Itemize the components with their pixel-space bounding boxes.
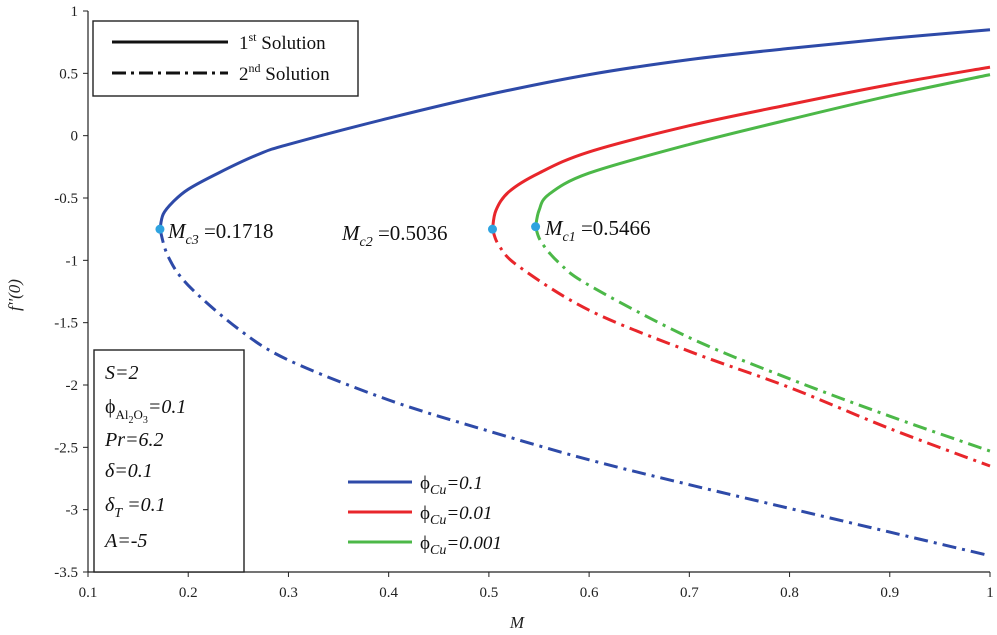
param-S: S=2 [105,362,139,384]
critical-point-2 [531,222,541,232]
critical-points [155,222,541,234]
param-deltaT: δT =0.1 [105,494,166,521]
critical-label-c1: Mc1 =0.5466 [544,216,651,245]
x-tick-label: 0.7 [680,585,699,601]
series-second-solution-0 [158,228,991,558]
legend-second-solution: 2nd Solution [239,61,330,85]
x-tick-label: 0.5 [480,585,499,601]
series-second-solution-1 [491,228,991,468]
param-A: A=-5 [103,530,147,552]
x-tick-label: 0.6 [580,585,599,601]
legend-label-phi-0.1: ϕCu=0.1 [420,473,483,498]
legend-first-solution: 1st Solution [239,30,326,54]
series-first-solution-0 [158,28,991,230]
param-Pr: Pr=6.2 [104,429,164,451]
x-tick-label: 0.3 [279,585,298,601]
y-tick-label: -1 [66,253,79,269]
y-tick-label: -1.5 [54,316,78,332]
legend-label-phi-0.01: ϕCu=0.01 [420,503,492,528]
y-tick-label: -3.5 [54,565,78,581]
y-tick-label: 0.5 [59,66,78,82]
y-tick-label: -2.5 [54,440,78,456]
parameter-box: S=2 ϕAl2O3=0.1 Pr=6.2 δ=0.1 δT =0.1 A=-5 [93,349,245,573]
series-second-solution-2 [534,226,991,453]
legend-label-phi-0.001: ϕCu=0.001 [420,533,502,558]
x-tick-label: 0.1 [79,585,98,601]
parameter-box-frame [93,349,245,573]
x-tick-label: 0.4 [379,585,398,601]
x-tick-label: 0.8 [780,585,799,601]
solution-legend-box [92,20,359,97]
x-tick-label: 0.2 [179,585,198,601]
solution-legend: 1st Solution 2nd Solution [92,20,359,97]
x-tick-label: 1 [986,585,994,601]
series-first-solution-1 [491,65,991,230]
y-axis-label: f''(0) [5,279,24,311]
phi-legend: ϕCu=0.1 ϕCu=0.01 ϕCu=0.001 [348,473,502,558]
x-tick-label: 0.9 [880,585,899,601]
critical-label-c3: Mc3 =0.1718 [167,219,274,248]
critical-label-c2: Mc2 =0.5036 [341,221,448,250]
series-first-solution-2 [534,73,991,228]
series-layer [158,28,991,558]
y-tick-label: 1 [71,4,79,20]
y-tick-label: -0.5 [54,191,78,207]
y-tick-label: -3 [66,503,79,519]
param-phi-al2o3: ϕAl2O3=0.1 [105,396,186,426]
critical-point-0 [155,224,165,234]
y-tick-label: 0 [71,129,79,145]
y-tick-label: -2 [66,378,79,394]
tick-labels: 0.1 0.2 0.3 0.4 0.5 0.6 0.7 0.8 0.9 1 1 0.5 0 -0.5 -1 -… [54,4,994,601]
x-axis-label: M [509,613,525,632]
critical-point-1 [487,224,497,234]
param-delta: δ=0.1 [105,460,153,482]
